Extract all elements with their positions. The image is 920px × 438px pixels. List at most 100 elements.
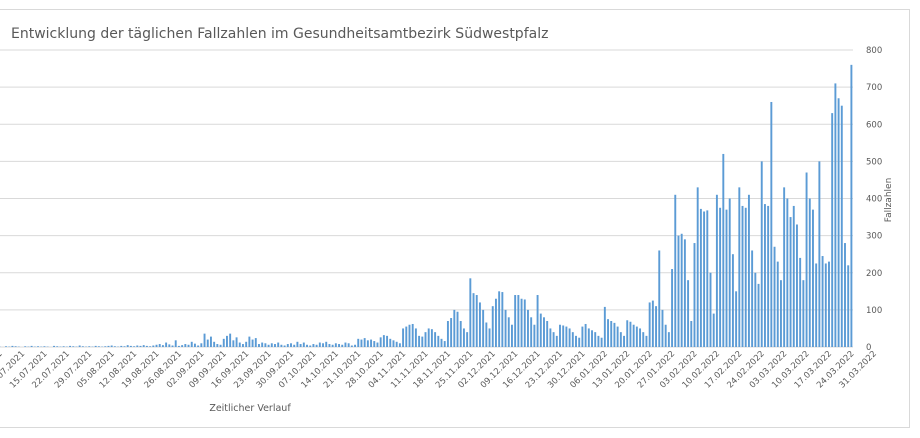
bar [270, 343, 273, 347]
bar [418, 335, 421, 347]
bar [696, 187, 699, 347]
bar [398, 343, 401, 347]
bar [613, 322, 616, 347]
bar [703, 211, 706, 347]
bar [812, 209, 814, 347]
bar [405, 326, 408, 347]
bar [440, 338, 443, 347]
bar [466, 332, 469, 347]
bar [446, 321, 449, 347]
bar [222, 338, 225, 347]
bar [709, 272, 712, 347]
bar [302, 342, 305, 347]
bar [245, 341, 248, 347]
bar [254, 338, 257, 347]
bar [760, 161, 763, 348]
bar [767, 205, 770, 347]
bar [837, 98, 840, 347]
bar [110, 345, 113, 347]
bar [533, 324, 536, 347]
bar [206, 339, 209, 347]
bar [62, 346, 65, 347]
chart-title: Entwicklung der täglichen Fallzahlen im … [11, 26, 549, 42]
bar [373, 341, 376, 347]
bar [786, 198, 789, 347]
bar [177, 345, 180, 347]
bar [616, 326, 619, 347]
bar [549, 328, 552, 347]
bar [485, 322, 488, 347]
bar [408, 324, 411, 347]
bar [735, 291, 738, 347]
bar [478, 302, 481, 347]
y-tick-label: 300 [866, 232, 882, 242]
bar [504, 309, 507, 348]
bar [129, 345, 132, 347]
bar [850, 64, 853, 347]
bar [341, 344, 344, 347]
bar [53, 345, 55, 347]
bar [536, 295, 539, 347]
bar [267, 344, 270, 347]
bar [363, 338, 366, 347]
bar [523, 299, 526, 347]
bar [610, 321, 613, 347]
bar [796, 224, 798, 347]
bar [126, 345, 129, 347]
bar [587, 328, 590, 347]
bar [216, 344, 219, 347]
bar [539, 313, 542, 347]
bar [744, 207, 747, 347]
bar [731, 254, 734, 347]
bar [113, 346, 116, 347]
bar [725, 209, 728, 347]
bar [24, 346, 27, 347]
bar [462, 328, 465, 347]
bar [488, 328, 491, 347]
bar [581, 326, 584, 347]
bar [226, 335, 228, 347]
bar [783, 187, 786, 347]
bar [171, 345, 174, 347]
bar [104, 346, 107, 347]
bar [11, 345, 14, 347]
bar [152, 345, 155, 347]
bar [81, 346, 84, 347]
bar [184, 344, 187, 347]
bar [376, 342, 379, 347]
bar [290, 343, 292, 347]
bar [494, 298, 497, 347]
y-tick-label: 0 [866, 343, 871, 353]
bar [559, 324, 561, 347]
bar [168, 344, 171, 347]
bar [651, 300, 654, 347]
bar [379, 337, 382, 347]
y-tick-label: 800 [866, 46, 882, 56]
bar [200, 343, 203, 347]
y-axis-label: Fallzahlen [884, 178, 894, 223]
bar [69, 345, 72, 347]
bar [667, 332, 670, 347]
bar [5, 346, 7, 347]
bar [763, 204, 766, 347]
bar [427, 328, 430, 347]
bar [389, 338, 392, 347]
bar [133, 346, 136, 347]
y-axis-ticks: 0 100 200 300 400 500 600 700 800 [866, 46, 882, 353]
bar [145, 345, 148, 347]
bar [357, 338, 360, 347]
bar [299, 344, 302, 347]
bar [437, 335, 440, 347]
bar [453, 309, 456, 348]
bar [37, 346, 39, 347]
bar [450, 318, 453, 347]
bar [751, 250, 754, 347]
bar [322, 343, 324, 347]
y-tick-label: 500 [866, 157, 882, 167]
bar [555, 335, 558, 347]
bar [209, 336, 212, 347]
bar [120, 345, 123, 347]
bar [350, 345, 353, 347]
bar [511, 324, 513, 347]
